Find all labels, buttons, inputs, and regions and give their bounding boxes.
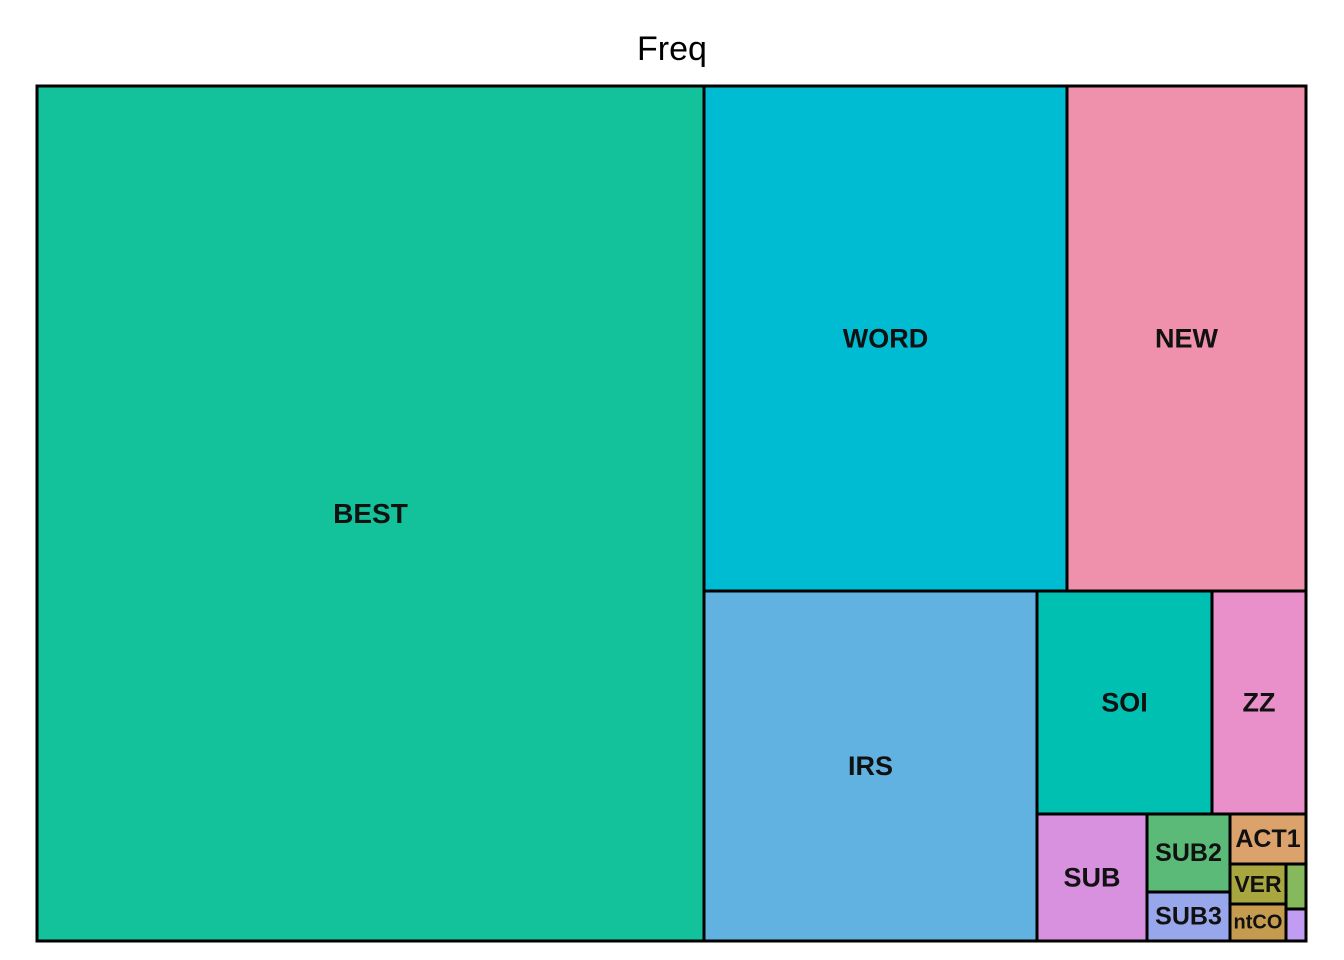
chart-title: Freq bbox=[637, 30, 707, 68]
treemap-border bbox=[35, 84, 1308, 943]
tile-label-ntco: ntCO bbox=[1234, 912, 1283, 934]
tile-label-zz: ZZ bbox=[1243, 688, 1276, 718]
tile-label-sub: SUB bbox=[1063, 863, 1120, 893]
tile-label-word: WORD bbox=[843, 324, 928, 354]
tile-ntco bbox=[1228, 902, 1288, 943]
tile-new bbox=[1065, 84, 1308, 593]
tile-act1 bbox=[1228, 812, 1308, 866]
tile-label-ver: VER bbox=[1234, 871, 1282, 897]
tile-unlabeled-13 bbox=[1284, 907, 1308, 943]
tile-label-sub3: SUB3 bbox=[1155, 903, 1222, 931]
tile-label-new: NEW bbox=[1155, 324, 1219, 354]
tile-label-soi: SOI bbox=[1101, 688, 1148, 718]
tile-label-sub2: SUB2 bbox=[1155, 839, 1222, 867]
tile-sub2 bbox=[1145, 812, 1232, 894]
tile-label-irs: IRS bbox=[848, 751, 893, 781]
tile-irs bbox=[702, 589, 1039, 943]
tile-label-act1: ACT1 bbox=[1235, 825, 1300, 853]
tile-best bbox=[35, 84, 706, 943]
tile-unlabeled-12 bbox=[1284, 862, 1308, 911]
tile-label-best: BEST bbox=[333, 498, 408, 529]
